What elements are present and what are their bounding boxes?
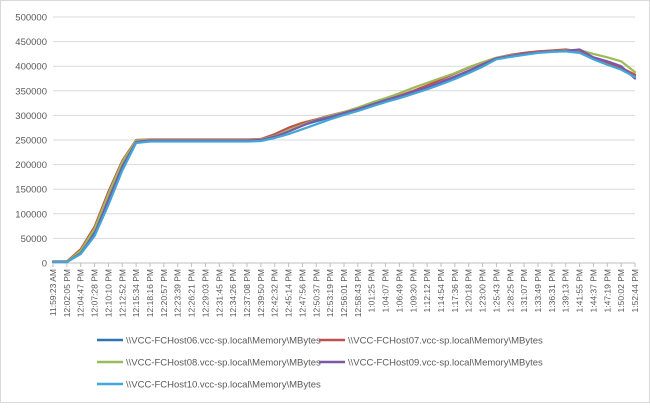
series-line-1 bbox=[51, 49, 637, 263]
y-tick-label: 250000 bbox=[15, 136, 47, 147]
x-tick-label: 12:12:52 PM bbox=[117, 269, 127, 317]
y-tick-label: 300000 bbox=[15, 111, 47, 122]
x-tick-label: 12:10:10 PM bbox=[103, 269, 113, 317]
series-line-2 bbox=[51, 48, 637, 263]
x-tick-label: 1:47:19 PM bbox=[602, 269, 612, 312]
x-tick-label: 12:31:45 PM bbox=[214, 269, 224, 317]
x-tick-label: 12:23:39 PM bbox=[173, 269, 183, 317]
x-tick-label: 12:37:08 PM bbox=[242, 269, 252, 317]
x-tick-label: 12:20:57 PM bbox=[159, 269, 169, 317]
x-tick-label: 12:29:03 PM bbox=[200, 269, 210, 317]
x-tick-label: 1:52:44 PM bbox=[630, 269, 640, 312]
y-tick-label: 100000 bbox=[15, 209, 47, 220]
x-tick-label: 1:20:18 PM bbox=[464, 269, 474, 312]
y-tick-label: 150000 bbox=[15, 185, 47, 196]
legend-entry: \\VCC-FCHost07.vcc-sp.local\Memory\MByte… bbox=[319, 336, 543, 347]
series-line-5 bbox=[51, 50, 637, 264]
x-tick-label: 1:36:31 PM bbox=[547, 269, 557, 312]
x-tick-label: 12:58:43 PM bbox=[353, 269, 363, 317]
x-tick-label: 1:06:49 PM bbox=[394, 269, 404, 312]
x-tick-label: 1:17:36 PM bbox=[450, 269, 460, 312]
x-tick-labels: 11:59:23 AM 12:02:05 PM 12:04:47 PM 12:07:2… bbox=[48, 269, 640, 317]
legend-label: \\VCC-FCHost07.vcc-sp.local\Memory\MByte… bbox=[348, 336, 543, 347]
x-tick-label: 12:15:34 PM bbox=[131, 269, 141, 317]
x-tick-label: 11:59:23 AM bbox=[48, 269, 58, 316]
x-tick-label: 12:39:50 PM bbox=[256, 269, 266, 317]
legend-entry: \\VCC-FCHost06.vcc-sp.local\Memory\MByte… bbox=[97, 336, 321, 347]
legend-entry: \\VCC-FCHost08.vcc-sp.local\Memory\MByte… bbox=[97, 358, 321, 369]
y-tick-label: 500000 bbox=[15, 13, 47, 24]
x-tick-label: 1:31:07 PM bbox=[519, 269, 529, 312]
x-tick-label: 12:07:28 PM bbox=[90, 269, 100, 317]
x-tick-label: 1:44:37 PM bbox=[588, 269, 598, 312]
x-tick-label: 1:25:43 PM bbox=[491, 269, 501, 312]
y-tick-label: 350000 bbox=[15, 86, 47, 97]
x-tick-label: 12:34:26 PM bbox=[228, 269, 238, 317]
x-tick-label: 12:53:19 PM bbox=[325, 269, 335, 317]
x-tick-label: 1:50:02 PM bbox=[616, 269, 626, 312]
y-tick-labels: 0 50000 100000 150000 200000 250000 300000 3500… bbox=[15, 13, 47, 270]
x-tick-label: 12:42:32 PM bbox=[270, 269, 280, 317]
legend-label: \\VCC-FCHost06.vcc-sp.local\Memory\MByte… bbox=[126, 336, 321, 347]
legend: \\VCC-FCHost06.vcc-sp.local\Memory\MByte… bbox=[97, 336, 543, 391]
y-tick-label: 450000 bbox=[15, 37, 47, 48]
x-tick-label: 12:18:16 PM bbox=[145, 269, 155, 317]
x-tick-label: 1:12:12 PM bbox=[422, 269, 432, 312]
x-tick-label: 12:47:56 PM bbox=[297, 269, 307, 317]
series-line-3 bbox=[51, 48, 637, 264]
x-tick-label: 1:41:55 PM bbox=[575, 269, 585, 312]
x-tick-label: 1:23:00 PM bbox=[478, 269, 488, 312]
x-tick-label: 1:28:25 PM bbox=[505, 269, 515, 312]
y-tick-label: 0 bbox=[42, 259, 47, 270]
x-tick-label: 1:14:54 PM bbox=[436, 269, 446, 312]
legend-label: \\VCC-FCHost10.vcc-sp.local\Memory\MByte… bbox=[126, 380, 321, 391]
legend-label: \\VCC-FCHost08.vcc-sp.local\Memory\MByte… bbox=[126, 358, 321, 369]
axes bbox=[52, 262, 636, 267]
y-tick-label: 400000 bbox=[15, 62, 47, 73]
x-tick-label: 1:01:25 PM bbox=[367, 269, 377, 312]
x-tick-label: 1:39:13 PM bbox=[561, 269, 571, 312]
x-tick-label: 1:09:30 PM bbox=[408, 269, 418, 312]
y-tick-label: 50000 bbox=[21, 234, 47, 245]
x-tick-label: 1:04:07 PM bbox=[381, 269, 391, 312]
x-tick-label: 12:56:01 PM bbox=[339, 269, 349, 317]
x-tick-label: 1:33:49 PM bbox=[533, 269, 543, 312]
series-line-4 bbox=[51, 48, 637, 264]
y-tick-label: 200000 bbox=[15, 160, 47, 171]
x-tick-label: 12:04:47 PM bbox=[76, 269, 86, 317]
series-lines bbox=[51, 48, 637, 264]
legend-entry: \\VCC-FCHost10.vcc-sp.local\Memory\MByte… bbox=[97, 380, 321, 391]
x-tick-label: 12:02:05 PM bbox=[62, 269, 72, 317]
x-tick-label: 12:50:37 PM bbox=[311, 269, 321, 317]
x-tick-label: 12:26:21 PM bbox=[187, 269, 197, 317]
x-tick-label: 12:45:14 PM bbox=[284, 269, 294, 317]
legend-label: \\VCC-FCHost09.vcc-sp.local\Memory\MByte… bbox=[348, 358, 543, 369]
legend-entry: \\VCC-FCHost09.vcc-sp.local\Memory\MByte… bbox=[319, 358, 543, 369]
